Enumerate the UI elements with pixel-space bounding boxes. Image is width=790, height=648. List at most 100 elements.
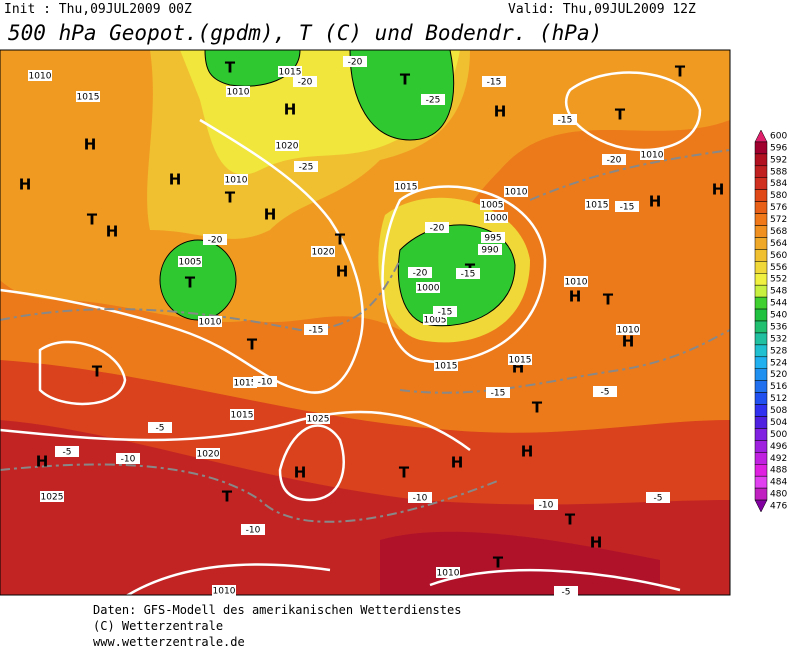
isobar-label: 1010: [505, 188, 528, 198]
pressure-center: T: [185, 274, 196, 292]
temp-label: -5: [156, 424, 165, 434]
temp-label-box: [343, 56, 367, 67]
colorbar-swatch: [754, 368, 768, 381]
temp-label-box: [148, 422, 172, 433]
temp-label: -15: [438, 308, 453, 318]
colorbar-label: 584: [770, 179, 787, 189]
temp-label-box: [294, 161, 318, 172]
colorbar-label: 516: [770, 382, 787, 392]
isobar-label: 1010: [213, 587, 236, 597]
colorbar-label: 552: [770, 275, 787, 285]
temp-label: -15: [491, 389, 506, 399]
colorbar-swatch: [754, 428, 768, 441]
pressure-center: T: [335, 231, 346, 249]
pressure-center: H: [19, 176, 32, 194]
isobar-label-box: [198, 316, 222, 327]
colorbar-label: 580: [770, 191, 787, 201]
low-green: [159, 239, 237, 321]
colorbar-label: 476: [770, 502, 787, 512]
isobar-label: 1015: [509, 356, 532, 366]
colorbar-label: 528: [770, 346, 787, 356]
isobar-label: 1005: [424, 316, 447, 326]
isobar-label: 1015: [231, 411, 254, 421]
temp-label-box: [433, 306, 457, 317]
colorbar-swatch: [754, 284, 768, 298]
pressure-center: T: [399, 464, 410, 482]
colorbar-label: 568: [770, 227, 787, 237]
isobar-label-box: [616, 324, 640, 335]
isobar-label: 1000: [417, 284, 440, 294]
temp-label: -5: [562, 588, 571, 598]
isobar-label-box: [478, 244, 502, 255]
isobar-label-box: [226, 86, 250, 97]
isobar-label: 1020: [276, 142, 299, 152]
isobar-label: 1010: [437, 569, 460, 579]
isobar-label-box: [480, 199, 504, 210]
pressure-center: H: [84, 136, 97, 154]
pressure-center: T: [225, 59, 236, 77]
temp-label-box: [241, 524, 265, 535]
valid-time: Valid: Thu,09JUL2009 12Z: [508, 2, 696, 17]
colorbar-label: 504: [770, 418, 787, 428]
pressure-center: H: [494, 103, 507, 121]
temp-label: -20: [298, 78, 313, 88]
isobar-label-box: [28, 70, 52, 81]
isobar-label: 1010: [225, 176, 248, 186]
pressure-center: H: [622, 333, 635, 351]
isobar-label: 1000: [485, 214, 508, 224]
temp-label: -15: [620, 203, 635, 213]
temp-label-box: [482, 76, 506, 87]
temp-label: -5: [63, 448, 72, 458]
temp-label-box: [293, 76, 317, 87]
colorbar-swatch: [754, 273, 768, 286]
isobar-label-box: [230, 409, 254, 420]
pressure-center: H: [284, 101, 297, 119]
pressure-center: H: [336, 263, 349, 281]
colorbar-swatch: [754, 296, 768, 310]
colorbar-label: 548: [770, 287, 787, 297]
colorbar-label: 556: [770, 263, 787, 273]
isobar-label: 1005: [481, 201, 504, 211]
temp-label: -10: [121, 455, 136, 465]
colorbar-swatch: [754, 356, 768, 369]
temp-label: -10: [246, 526, 261, 536]
isobar-label: 1015: [77, 93, 100, 103]
isobar-label: 1020: [312, 248, 335, 258]
colorbar-swatch: [754, 452, 768, 465]
footer-line: Daten: GFS-Modell des amerikanischen Wet…: [93, 603, 461, 617]
isobar-label-box: [640, 149, 664, 160]
colorbar-label: 520: [770, 370, 787, 380]
temp-label-box: [408, 267, 432, 278]
pressure-center: H: [569, 288, 582, 306]
isobar-label: 1015: [279, 68, 302, 78]
pressure-center: T: [247, 336, 258, 354]
pressure-center: H: [169, 171, 182, 189]
temp-label-box: [486, 387, 510, 398]
nw-green: [204, 50, 301, 87]
pressure-center: H: [521, 443, 534, 461]
map-labels: TTHHHHTHTHTHTTHTTHHHTHTTHTHHTHHTTHT10101…: [19, 56, 724, 598]
pressure-center: H: [649, 193, 662, 211]
map-border: [0, 49, 731, 596]
colorbar-swatch: [754, 320, 768, 334]
pressure-center: T: [87, 211, 98, 229]
isobar-label: 1020: [197, 450, 220, 460]
isobar-label-box: [585, 199, 609, 210]
colorbar: 600 596 592 588 584 580 576 572 568 564 560 556 552 5…: [754, 129, 787, 513]
temp-label-box: [203, 234, 227, 245]
temp-label-box: [456, 268, 480, 279]
colorbar-label: 508: [770, 406, 787, 416]
temp-label: -25: [299, 163, 314, 173]
colorbar-label: 544: [770, 299, 787, 309]
colorbar-label: 484: [770, 478, 787, 488]
colorbar-label: 572: [770, 215, 787, 225]
isobar-label: 1010: [565, 278, 588, 288]
colorbar-swatch: [754, 165, 768, 178]
colorbar-label: 492: [770, 454, 787, 464]
init-time: Init : Thu,09JUL2009 00Z: [4, 2, 192, 17]
pressure-center: T: [675, 63, 686, 81]
temp-label: -15: [558, 116, 573, 126]
pressure-center: T: [225, 189, 236, 207]
temp-label-box: [425, 222, 449, 233]
temp-label: -20: [348, 58, 363, 68]
